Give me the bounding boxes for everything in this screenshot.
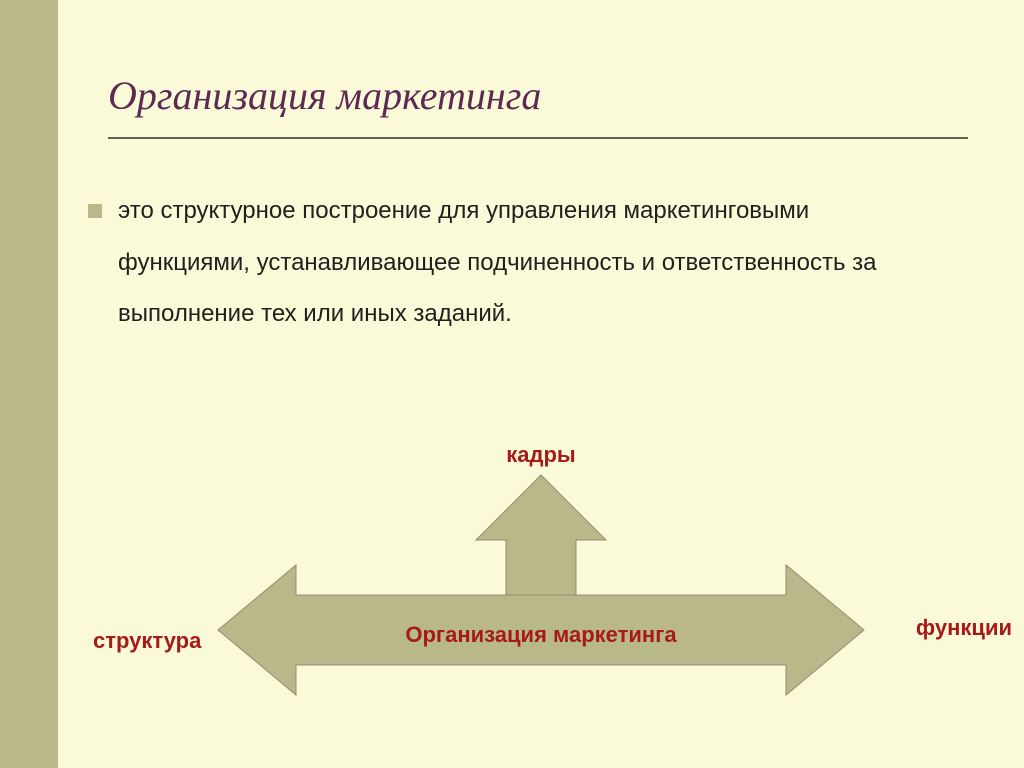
slide: Организация маркетинга это структурное п… [0, 0, 1024, 768]
label-top: кадры [58, 442, 1024, 468]
arrow-diagram: кадры структура функции Организация марк… [58, 420, 1024, 750]
left-accent-band [0, 0, 58, 768]
slide-title: Организация маркетинга [108, 72, 968, 119]
up-arrow-shape [476, 475, 606, 595]
body-text: это структурное построение для управлени… [118, 185, 918, 340]
title-bullet-icon [88, 204, 102, 218]
label-center: Организация маркетинга [58, 622, 1024, 648]
title-block: Организация маркетинга [108, 72, 968, 139]
main-area: Организация маркетинга это структурное п… [58, 0, 1024, 768]
arrows-svg [58, 420, 1024, 750]
title-underline [108, 137, 968, 139]
